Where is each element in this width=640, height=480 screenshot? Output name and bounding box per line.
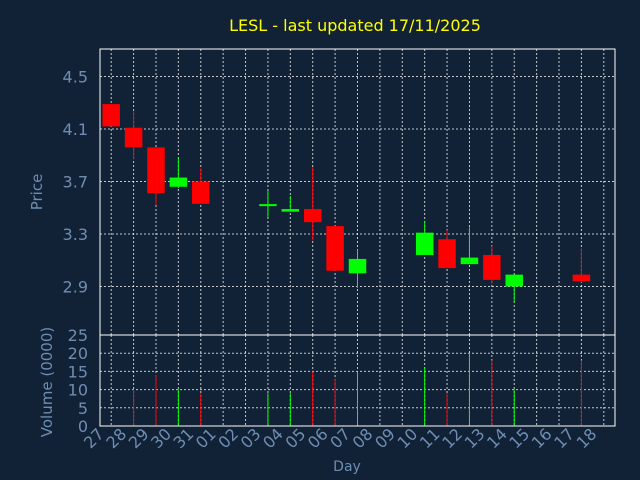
price-tick-label: 3.7 — [63, 173, 88, 192]
plot-frame — [99, 48, 616, 427]
price-axis-label: Price — [28, 174, 46, 211]
volume-tick-label: 5 — [78, 399, 88, 418]
candle-body — [460, 257, 479, 265]
candle-body — [572, 274, 591, 282]
price-tick-label: 4.5 — [63, 68, 88, 87]
chart-title: LESL - last updated 17/11/2025 — [229, 16, 481, 35]
price-tick-label: 4.1 — [63, 120, 88, 139]
day-tick-labels: 2728293031010203040506070809101112131415… — [80, 424, 600, 452]
x-axis-label: Day — [333, 459, 361, 475]
candle-body — [102, 104, 120, 127]
candle-body — [192, 181, 210, 204]
candle-body — [259, 204, 277, 207]
candle-body — [124, 127, 143, 148]
candle-body — [438, 239, 456, 269]
volume-tick-label: 15 — [68, 362, 88, 381]
candle-body — [147, 147, 165, 194]
volume-tick-label: 25 — [68, 326, 88, 345]
candle-body — [483, 254, 501, 280]
candle-body — [169, 177, 188, 187]
candle-body — [415, 232, 434, 255]
price-tick-labels: 4.5 4.1 3.7 3.3 2.9 — [63, 68, 88, 297]
candlestick-series — [102, 104, 591, 303]
volume-tick-label: 10 — [68, 381, 88, 400]
price-tick-label: 3.3 — [63, 225, 88, 244]
candle-body — [348, 258, 367, 274]
candle-body — [281, 209, 300, 212]
volume-axis-label: Volume (0000) — [38, 327, 56, 437]
volume-series — [133, 353, 582, 426]
volume-tick-label: 0 — [78, 417, 88, 436]
candle-body — [505, 274, 523, 287]
candle-body — [303, 209, 322, 223]
candle-body — [326, 226, 344, 271]
price-tick-label: 2.9 — [63, 277, 88, 296]
volume-tick-label: 20 — [68, 344, 88, 363]
